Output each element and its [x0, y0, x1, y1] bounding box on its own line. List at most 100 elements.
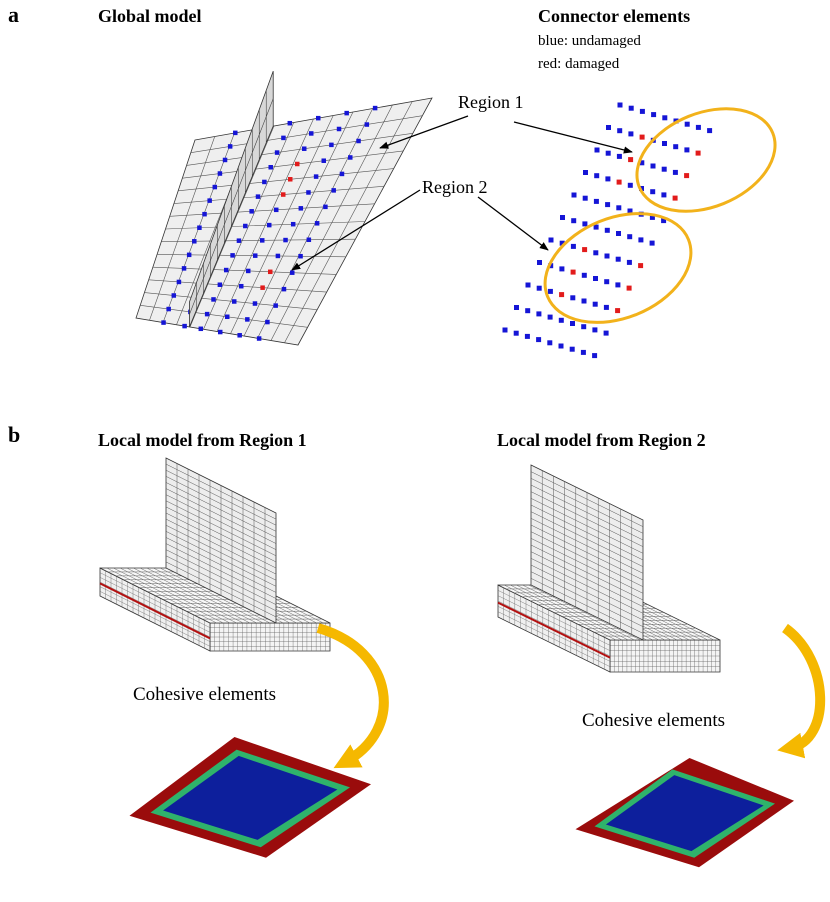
- connector-dot: [246, 269, 251, 274]
- connector-dot: [329, 143, 334, 148]
- connector-dot: [606, 151, 611, 156]
- connector-dot: [268, 165, 273, 170]
- connector-dot: [314, 174, 319, 179]
- connector-dot: [273, 303, 278, 308]
- connector-dot: [685, 122, 690, 127]
- region-label: Region 1: [458, 92, 524, 112]
- connector-dot: [570, 295, 575, 300]
- connector-dot: [615, 308, 620, 313]
- connector-dot: [593, 302, 598, 307]
- connector-dot: [268, 270, 273, 275]
- connector-dot: [617, 180, 622, 185]
- connector-dot: [192, 239, 197, 244]
- connector-dot: [281, 192, 286, 197]
- connector-dot: [525, 334, 530, 339]
- connector-dot: [322, 158, 327, 163]
- connector-dot: [572, 193, 577, 198]
- connector-dot: [177, 280, 182, 285]
- connector-dot: [262, 180, 267, 185]
- connector-dot: [315, 221, 320, 226]
- panel-label: b: [8, 422, 20, 447]
- region-label: Region 2: [422, 177, 488, 197]
- connector-dot: [257, 336, 262, 341]
- connector-dot: [559, 292, 564, 297]
- connector-dot: [202, 212, 207, 217]
- connector-dot: [223, 158, 228, 163]
- connector-dot: [282, 287, 287, 292]
- connector-dot: [618, 103, 623, 108]
- connector-dot: [525, 308, 530, 313]
- connector-dot: [604, 331, 609, 336]
- connector-dot: [581, 324, 586, 329]
- connector-dot: [696, 151, 701, 156]
- connector-dot: [161, 320, 166, 325]
- connector-dot: [684, 173, 689, 178]
- connector-dot: [253, 253, 257, 258]
- panel-label: a: [8, 2, 19, 27]
- connector-dot: [583, 196, 588, 201]
- connector-dot: [290, 270, 295, 275]
- legend-text: blue: undamaged: [538, 33, 641, 49]
- connector-dot: [187, 253, 192, 258]
- connector-dot: [182, 266, 187, 271]
- connector-dot: [323, 205, 328, 210]
- connector-dot: [640, 109, 645, 114]
- connector-dot: [627, 234, 632, 239]
- connector-dot: [582, 273, 587, 278]
- connector-dot: [197, 225, 202, 230]
- connector-dot: [582, 247, 587, 252]
- connector-dot: [628, 157, 633, 162]
- connector-dot: [306, 190, 311, 195]
- connector-dot: [651, 112, 656, 117]
- connector-dot: [365, 122, 370, 127]
- connector-dot: [559, 266, 564, 271]
- connector-dot: [662, 141, 667, 146]
- connector-dot: [331, 188, 336, 193]
- connector-dot: [245, 317, 250, 322]
- connector-dot: [627, 286, 632, 291]
- connector-dot: [650, 241, 655, 246]
- connector-dot: [514, 305, 519, 310]
- connector-dot: [640, 135, 645, 140]
- connector-dot: [605, 202, 610, 207]
- connector-dot: [592, 353, 597, 358]
- connector-dot: [582, 299, 587, 304]
- arrow: [478, 197, 548, 250]
- connector-dot: [559, 344, 564, 349]
- connector-dot: [638, 237, 643, 242]
- connector-dot: [265, 320, 270, 325]
- connector-dot: [295, 162, 300, 167]
- connector-dot: [276, 254, 281, 258]
- connector-dot: [232, 299, 237, 304]
- connector-dot: [237, 238, 242, 243]
- connector-dot: [537, 286, 542, 291]
- connector-dot: [592, 327, 597, 332]
- connector-dot: [348, 155, 353, 160]
- flow-arrow: [785, 628, 820, 748]
- connector-dot: [213, 185, 218, 190]
- connector-dot: [605, 254, 610, 259]
- connector-dot: [559, 318, 564, 323]
- connector-dot: [260, 238, 265, 243]
- connector-dot: [673, 144, 678, 149]
- connector-dot: [356, 139, 361, 144]
- connector-dot: [228, 144, 233, 149]
- connector-dot: [526, 283, 531, 288]
- connector-dot: [581, 350, 586, 355]
- connector-dot: [275, 150, 280, 155]
- connector-dot: [230, 253, 235, 258]
- connector-dot: [627, 260, 632, 265]
- connector-dot: [288, 121, 293, 126]
- connector-dot: [560, 215, 565, 220]
- connector-dot: [182, 324, 187, 329]
- connector-dot: [616, 205, 621, 210]
- connector-dot: [199, 327, 204, 332]
- connector-dot: [288, 177, 293, 182]
- panel-title: Global model: [98, 6, 202, 26]
- connector-dot: [373, 106, 378, 111]
- connector-dot: [302, 146, 307, 151]
- body: a Global model Connector elements blue: …: [0, 0, 830, 897]
- connector-dot: [256, 194, 261, 199]
- connector-dot: [344, 111, 349, 116]
- panel-title: Local model from Region 2: [497, 430, 706, 450]
